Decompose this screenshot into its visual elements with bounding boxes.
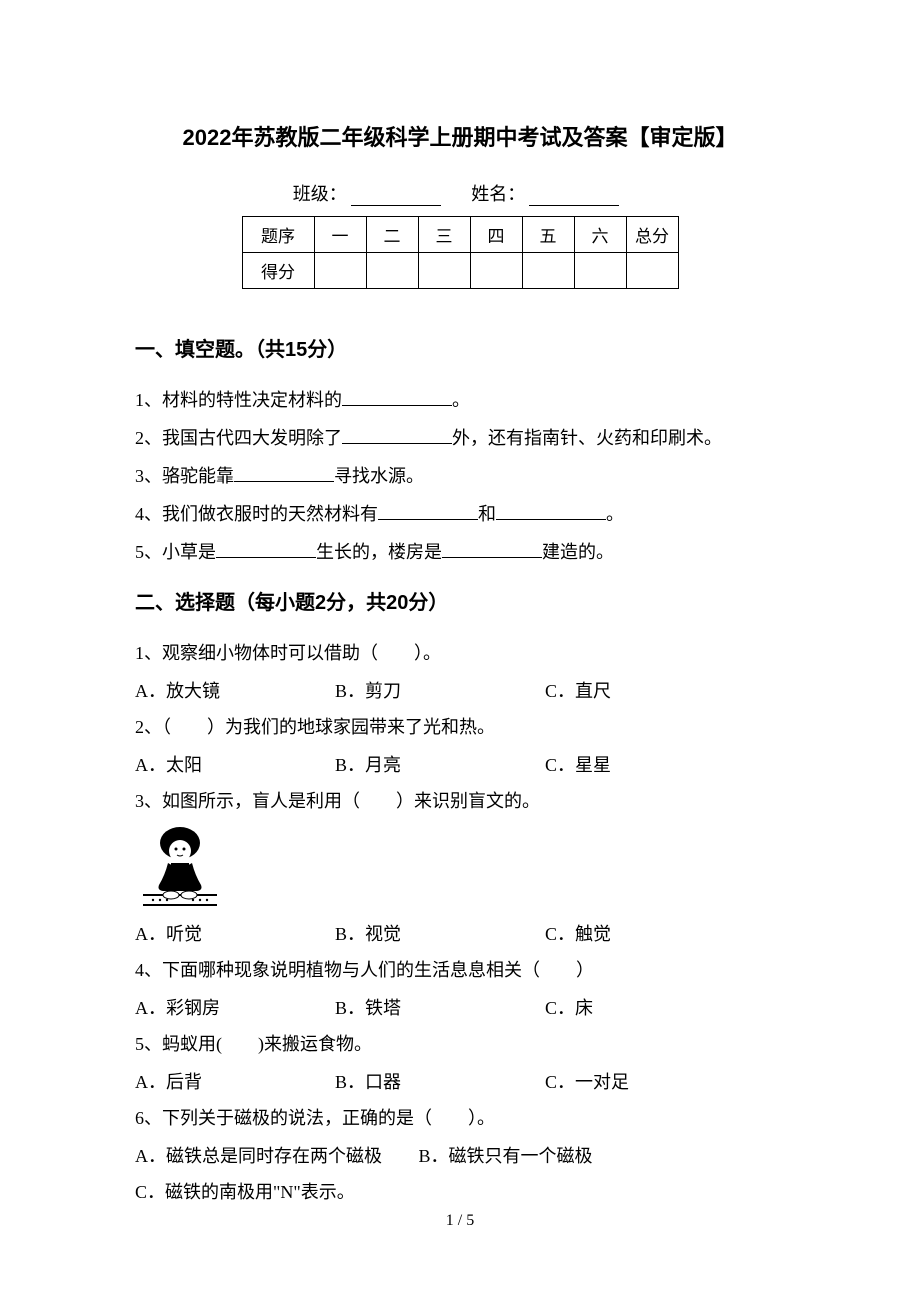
- name-label: 姓名：: [471, 184, 525, 204]
- table-cell: [522, 253, 574, 289]
- fill-blank: [442, 542, 542, 558]
- s2-q5-text: 5、蚂蚁用( )来搬运食物。: [135, 1026, 785, 1062]
- class-label: 班级：: [293, 184, 347, 204]
- s1-q5: 5、小草是 生长的，楼房是 建造的。: [135, 534, 785, 570]
- braille-person-figure: [135, 825, 225, 910]
- s2-q2-text: 2、（ ）为我们的地球家园带来了光和热。: [135, 709, 785, 745]
- option-b: B．铁塔: [335, 990, 545, 1026]
- table-cell: 四: [470, 217, 522, 253]
- option-a: A．磁铁总是同时存在两个磁极: [135, 1138, 382, 1174]
- fill-blank: [342, 390, 452, 406]
- s2-q1-text: 1、观察细小物体时可以借助（ ）。: [135, 635, 785, 671]
- section1-heading: 一、填空题。（共15分）: [135, 333, 785, 362]
- fill-blank: [342, 428, 452, 444]
- q-text: 4、我们做衣服时的天然材料有: [135, 504, 378, 524]
- option-c: C．一对足: [545, 1064, 785, 1100]
- option-a: A．彩钢房: [135, 990, 335, 1026]
- q-text: 3、骆驼能靠: [135, 466, 234, 486]
- option-a: A．太阳: [135, 747, 335, 783]
- table-cell: 三: [418, 217, 470, 253]
- q-text: 寻找水源。: [334, 466, 424, 486]
- option-b: B．磁铁只有一个磁极: [419, 1138, 593, 1174]
- option-c: C．磁铁的南极用"N"表示。: [135, 1174, 355, 1210]
- q-text: 建造的。: [542, 542, 614, 562]
- option-b: B．口器: [335, 1064, 545, 1100]
- q-text: 5、小草是: [135, 542, 216, 562]
- s2-q4-options: A．彩钢房 B．铁塔 C．床: [135, 990, 785, 1026]
- name-blank: [529, 188, 619, 206]
- meta-line: 班级： 姓名：: [135, 180, 785, 206]
- fill-blank: [216, 542, 316, 558]
- exam-title: 2022年苏教版二年级科学上册期中考试及答案【审定版】: [135, 120, 785, 152]
- table-cell: [366, 253, 418, 289]
- table-cell: 总分: [626, 217, 678, 253]
- option-a: A．后背: [135, 1064, 335, 1100]
- s2-q4-text: 4、下面哪种现象说明植物与人们的生活息息相关（ ）: [135, 952, 785, 988]
- table-row: 题序 一 二 三 四 五 六 总分: [242, 217, 678, 253]
- option-c: C．床: [545, 990, 785, 1026]
- section2-heading: 二、选择题（每小题2分，共20分）: [135, 586, 785, 615]
- q-text: 。: [606, 504, 624, 524]
- fill-blank: [496, 504, 606, 520]
- s1-q4: 4、我们做衣服时的天然材料有 和 。: [135, 496, 785, 532]
- s2-q3-text: 3、如图所示，盲人是利用（ ）来识别盲文的。: [135, 783, 785, 819]
- q-text: 1、材料的特性决定材料的: [135, 390, 342, 410]
- s2-q6-options-line1: A．磁铁总是同时存在两个磁极 B．磁铁只有一个磁极: [135, 1138, 785, 1174]
- s2-q5-options: A．后背 B．口器 C．一对足: [135, 1064, 785, 1100]
- option-a: A．听觉: [135, 916, 335, 952]
- option-c: C．触觉: [545, 916, 785, 952]
- q-text: 和: [478, 504, 496, 524]
- class-blank: [351, 188, 441, 206]
- s2-q2-options: A．太阳 B．月亮 C．星星: [135, 747, 785, 783]
- fill-blank: [378, 504, 478, 520]
- s1-q2: 2、我国古代四大发明除了 外，还有指南针、火药和印刷术。: [135, 420, 785, 456]
- table-cell: 五: [522, 217, 574, 253]
- s2-q6-text: 6、下列关于磁极的说法，正确的是（ ）。: [135, 1100, 785, 1136]
- score-table: 题序 一 二 三 四 五 六 总分 得分: [242, 216, 679, 289]
- page-footer: 1 / 5: [0, 1212, 920, 1230]
- q-text: 外，还有指南针、火药和印刷术。: [452, 428, 722, 448]
- table-cell: [574, 253, 626, 289]
- q-text: 2、我国古代四大发明除了: [135, 428, 342, 448]
- s2-q3-options: A．听觉 B．视觉 C．触觉: [135, 916, 785, 952]
- table-row: 得分: [242, 253, 678, 289]
- option-b: B．月亮: [335, 747, 545, 783]
- braille-svg-icon: [135, 825, 225, 910]
- s2-q6-options-line2: C．磁铁的南极用"N"表示。: [135, 1174, 785, 1210]
- option-b: B．剪刀: [335, 673, 545, 709]
- option-c: C．星星: [545, 747, 785, 783]
- table-cell: 得分: [242, 253, 314, 289]
- q-text: 。: [452, 390, 470, 410]
- table-cell: [626, 253, 678, 289]
- fill-blank: [234, 466, 334, 482]
- table-cell: 六: [574, 217, 626, 253]
- option-b: B．视觉: [335, 916, 545, 952]
- s1-q3: 3、骆驼能靠 寻找水源。: [135, 458, 785, 494]
- table-cell: [314, 253, 366, 289]
- table-cell: [418, 253, 470, 289]
- option-c: C．直尺: [545, 673, 785, 709]
- s2-q1-options: A．放大镜 B．剪刀 C．直尺: [135, 673, 785, 709]
- q-text: 生长的，楼房是: [316, 542, 442, 562]
- table-cell: 二: [366, 217, 418, 253]
- page-content: 2022年苏教版二年级科学上册期中考试及答案【审定版】 班级： 姓名： 题序 一…: [0, 0, 920, 1210]
- table-cell: [470, 253, 522, 289]
- option-a: A．放大镜: [135, 673, 335, 709]
- s1-q1: 1、材料的特性决定材料的 。: [135, 382, 785, 418]
- table-cell: 题序: [242, 217, 314, 253]
- table-cell: 一: [314, 217, 366, 253]
